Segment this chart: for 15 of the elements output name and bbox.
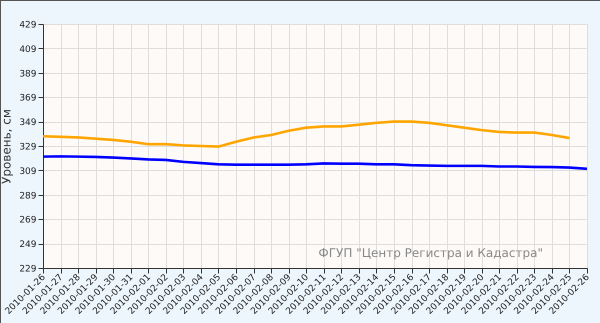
y-tick-label: 229 <box>19 264 37 274</box>
y-tick-label: 269 <box>19 216 37 226</box>
annotation: ФГУП "Центр Регистра и Кадастра" <box>318 246 543 260</box>
y-tick-label: 409 <box>19 44 37 55</box>
y-axis-title: Уровень, см <box>0 109 14 184</box>
y-tick-label: 249 <box>19 240 37 250</box>
line-series <box>42 120 571 148</box>
y-tick-label: 429 <box>19 20 37 30</box>
y-tick-label: 309 <box>19 166 37 177</box>
y-tick-label: 369 <box>19 94 37 104</box>
y-tick-label: 289 <box>19 191 37 202</box>
y-tick-label: 389 <box>19 69 37 80</box>
y-tick-label: 329 <box>19 142 37 152</box>
y-tick-label: 349 <box>19 118 37 128</box>
line-series <box>42 155 588 170</box>
